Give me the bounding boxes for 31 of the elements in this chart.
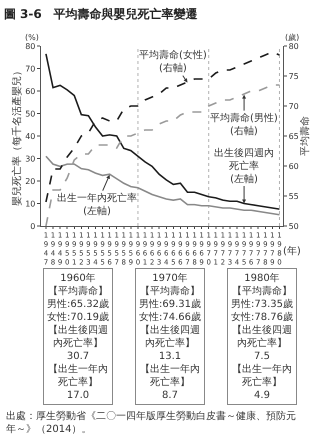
text: (%) [25, 33, 39, 42]
y2-tick-label: 55 [288, 192, 299, 201]
y-tick-label: 80 [25, 42, 36, 51]
text: 1960年【平均壽命】男性:65.32歲女性:70.19歲【出生後四週內死亡率】30.7【出生一年內死亡率】17.0 [47, 273, 109, 401]
y2-tick-label: 70 [288, 102, 299, 111]
y-tick-label: 40 [25, 132, 36, 141]
series-label: 出生一年內死亡率 (左軸) [57, 192, 137, 217]
series-label: 平均壽命(女性) (右軸) [139, 49, 207, 74]
series-label: 出生後四週內死亡率 (左軸) [214, 147, 274, 185]
text: 出處：厚生勞動省《二〇一四年版厚生勞動白皮書～健康、預防元年～》（2014）。 [6, 410, 296, 435]
y-tick-label: 30 [25, 154, 36, 164]
y2-tick-label: 65 [288, 132, 299, 141]
chart-title: 圖 3-6 平均壽命與嬰兒死亡率變遷 [4, 7, 199, 22]
y-tick-label: 10 [25, 199, 36, 208]
y2-tick-label: 50 [288, 222, 299, 231]
y-tick-label: 20 [25, 176, 36, 186]
series-label: 平均壽命(男性) (右軸) [210, 112, 278, 137]
y-axis-title: 嬰兒死亡率（每千名活產嬰兒） [11, 66, 24, 206]
y2-tick-label: 60 [288, 162, 299, 171]
y2-tick-label: 80 [288, 42, 299, 51]
y-tick-label: 0 [30, 222, 36, 231]
y2-tick-label: 75 [288, 72, 299, 81]
text: 1970年【平均壽命】男性:69.31歲女性:74.66歲【出生後四週內死亡率】13.1【出生一年內死亡率】8.7 [139, 273, 201, 401]
y-tick-label: 70 [25, 64, 36, 74]
y-tick-label: 60 [25, 86, 36, 96]
text: (歲) [285, 33, 300, 42]
y-tick-label: 50 [25, 109, 36, 118]
x-axis-title: (年) [283, 245, 301, 257]
line-series [45, 84, 280, 226]
text: 1980年【平均壽命】男性:73.35歲女性:78.76歲【出生後四週內死亡率】7.5【出生一年內死亡率】4.9 [231, 273, 293, 401]
y2-axis-title: 平均壽命 [298, 116, 311, 156]
